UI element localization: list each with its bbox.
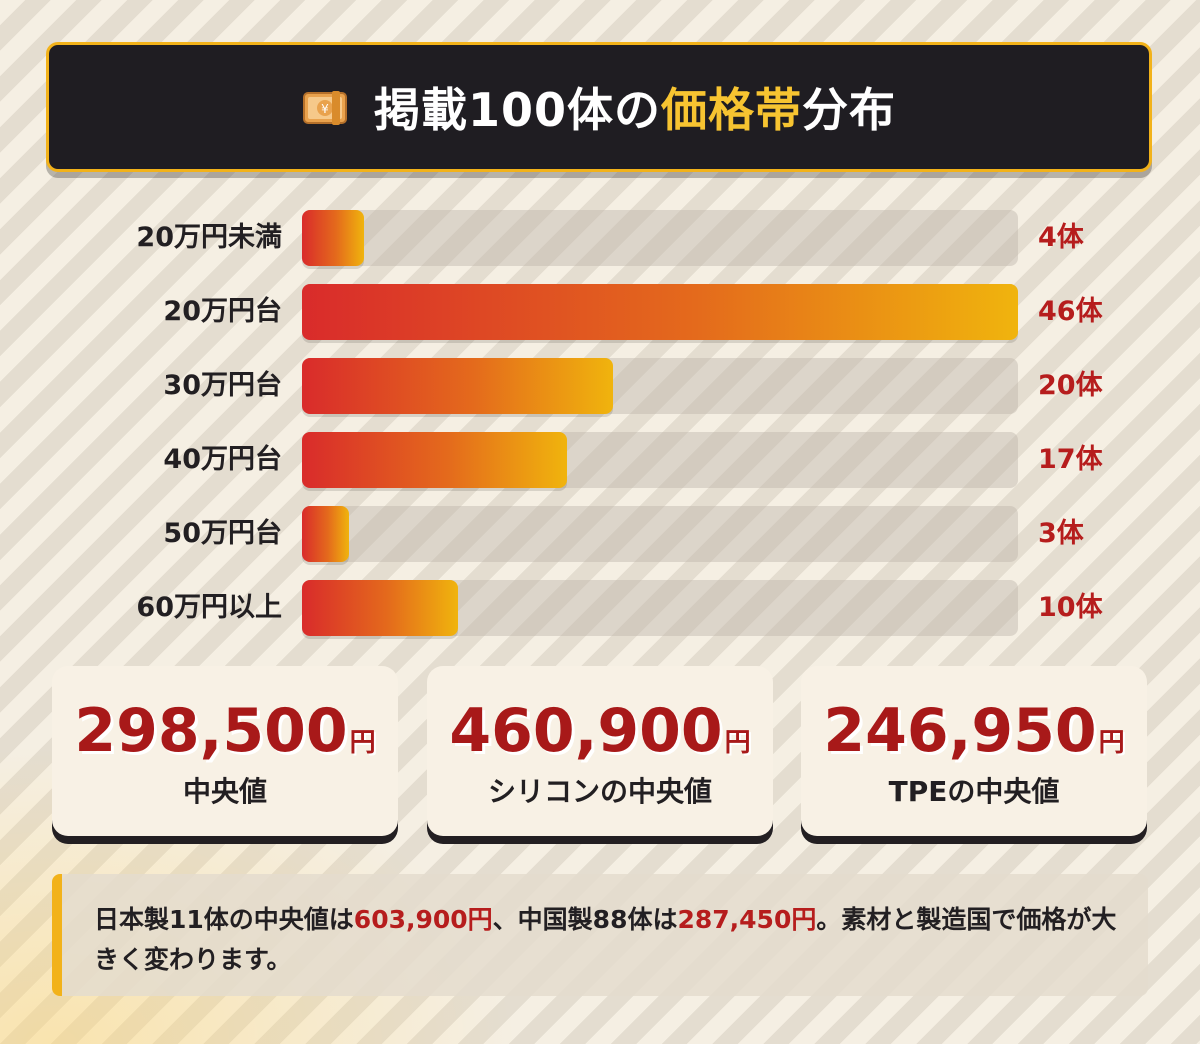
category-label: 60万円以上 bbox=[136, 592, 282, 623]
value-label: 3体 bbox=[1038, 518, 1084, 549]
title-banner: ¥ 掲載100体の価格帯分布 bbox=[46, 42, 1152, 172]
stat-unit: 円 bbox=[724, 728, 751, 758]
category-label: 40万円台 bbox=[163, 444, 282, 475]
category-label: 20万円未満 bbox=[136, 222, 282, 253]
value-label: 4体 bbox=[1038, 222, 1084, 253]
note-text-1: 日本製11体の中央値は bbox=[94, 905, 354, 934]
category-label: 50万円台 bbox=[163, 518, 282, 549]
note-text-3: 。素材と製造国で価格が大きく変わります。 bbox=[94, 905, 1117, 974]
svg-text:¥: ¥ bbox=[321, 102, 329, 116]
note-value-china: 287,450円 bbox=[677, 905, 817, 934]
stat-label: シリコンの中央値 bbox=[487, 775, 712, 808]
title-part-2: 分布 bbox=[802, 83, 897, 137]
bar-track bbox=[302, 432, 1018, 488]
note-text-2: 、中国製88体は bbox=[492, 905, 678, 934]
bar bbox=[302, 580, 458, 636]
bar bbox=[302, 506, 349, 562]
stat-card-median: 298,500円 中央値 bbox=[52, 666, 398, 836]
bar bbox=[302, 432, 567, 488]
stat-value: 460,900 bbox=[449, 696, 723, 766]
note-value-japan: 603,900円 bbox=[353, 905, 493, 934]
bar-track bbox=[302, 580, 1018, 636]
bar-track bbox=[302, 506, 1018, 562]
stat-card-tpe-median: 246,950円 TPEの中央値 bbox=[801, 666, 1147, 836]
stat-unit: 円 bbox=[1098, 728, 1125, 758]
value-label: 20体 bbox=[1038, 370, 1103, 401]
summary-note: 日本製11体の中央値は603,900円、中国製88体は287,450円。素材と製… bbox=[52, 874, 1148, 996]
chart-row: 30万円台 20体 bbox=[0, 358, 1200, 414]
bar bbox=[302, 210, 364, 266]
page-title: 掲載100体の価格帯分布 bbox=[374, 74, 896, 140]
bar bbox=[302, 284, 1018, 340]
value-label: 17体 bbox=[1038, 444, 1103, 475]
value-label: 46体 bbox=[1038, 296, 1103, 327]
bar bbox=[302, 358, 613, 414]
chart-row: 20万円未満 4体 bbox=[0, 210, 1200, 266]
stat-value: 298,500 bbox=[74, 696, 348, 766]
stat-card-silicone-median: 460,900円 シリコンの中央値 bbox=[427, 666, 773, 836]
title-part-1: 掲載100体の bbox=[373, 83, 662, 137]
stat-value: 246,950 bbox=[823, 696, 1097, 766]
chart-row: 20万円台 46体 bbox=[0, 284, 1200, 340]
bar-track bbox=[302, 358, 1018, 414]
category-label: 30万円台 bbox=[163, 370, 282, 401]
chart-row: 60万円以上 10体 bbox=[0, 580, 1200, 636]
category-label: 20万円台 bbox=[163, 296, 282, 327]
bar-track bbox=[302, 284, 1018, 340]
stat-unit: 円 bbox=[349, 728, 376, 758]
money-with-yen-icon: ¥ bbox=[302, 91, 347, 125]
bar-track bbox=[302, 210, 1018, 266]
value-label: 10体 bbox=[1038, 592, 1103, 623]
chart-row: 50万円台 3体 bbox=[0, 506, 1200, 562]
stat-label: 中央値 bbox=[182, 775, 267, 808]
stat-label: TPEの中央値 bbox=[888, 775, 1060, 808]
chart-row: 40万円台 17体 bbox=[0, 432, 1200, 488]
title-highlight: 価格帯 bbox=[661, 83, 803, 137]
